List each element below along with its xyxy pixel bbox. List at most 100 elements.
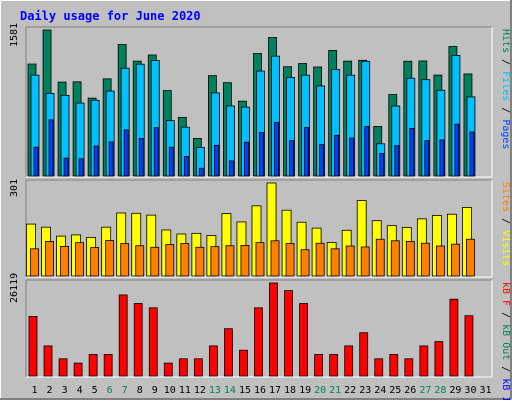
day-label: 27 (419, 385, 431, 396)
day-label: 3 (62, 385, 68, 396)
kbf-bar (193, 358, 203, 377)
day-labels: 1 2 3 4 5 6 7 8 9 10 11 12 13 14 15 16 17 18 19 20 21 22 23 24 2… (32, 385, 492, 396)
pages-bar (259, 132, 264, 177)
hits-panel-legend: Hits / Files / Pages (500, 29, 511, 149)
pages-bar (123, 129, 129, 177)
sites-bar (180, 243, 190, 277)
day-label: 9 (152, 385, 158, 396)
pages-bar (289, 140, 294, 177)
pages-bar (108, 141, 114, 177)
pages-bar (33, 146, 39, 177)
day-label: 2 (47, 385, 53, 396)
sites-bar (405, 240, 415, 277)
sites-bar (45, 240, 54, 277)
day-label: 10 (164, 385, 176, 396)
day-label: 24 (374, 385, 386, 396)
sites-bar (390, 240, 400, 277)
sites-bar (420, 242, 430, 277)
day-label: 23 (359, 385, 371, 396)
kbf-bar (359, 332, 369, 377)
kbf-bar (103, 354, 113, 377)
kbf-bar (88, 354, 98, 377)
visits-panel-legend-visits: Visits (500, 230, 511, 266)
day-label: 31 (479, 385, 491, 396)
sites-bar (165, 244, 175, 277)
pages-bar (63, 157, 69, 177)
day-label: 12 (194, 385, 206, 396)
pages-bar (213, 144, 219, 177)
pages-bar (168, 146, 174, 177)
kbf-bar (178, 358, 188, 377)
kbf-bar (464, 315, 474, 377)
kbytes-panel-legend-kbout: kB Out (500, 324, 511, 360)
day-label: 8 (137, 385, 143, 396)
day-label: 18 (284, 385, 296, 396)
sites-bar (210, 246, 220, 277)
pages-bar (153, 127, 159, 177)
kbf-bar (284, 290, 293, 377)
pages-bar (244, 141, 249, 177)
pages-bar (454, 123, 460, 177)
hits-panel-legend-pages: Pages (500, 119, 511, 149)
chart-title: Daily usage for June 2020 (20, 9, 201, 23)
sites-bar (30, 248, 39, 277)
sites-bar (315, 242, 325, 277)
pages-bar (364, 126, 370, 177)
sites-bar (360, 246, 370, 277)
kbf-bar (314, 354, 324, 377)
kbf-bar (118, 294, 128, 377)
day-label: 4 (77, 385, 83, 396)
day-label: 30 (464, 385, 476, 396)
kbf-bar (73, 362, 83, 377)
hits-panel-max-label: 1581 (9, 23, 20, 47)
day-label: 13 (209, 385, 221, 396)
day-label: 15 (239, 385, 251, 396)
kbytes-panel-legend: kB F / kB Out / kB In (500, 282, 511, 400)
sites-bar (285, 243, 295, 277)
hits-panel-legend-hits: Hits (500, 29, 511, 53)
pages-bar (198, 167, 204, 177)
pages-bar (394, 145, 400, 177)
hits-panel-legend-separator: / (500, 53, 511, 71)
day-label: 26 (404, 385, 416, 396)
sites-bar (135, 245, 145, 277)
pages-bar (319, 144, 325, 177)
sites-bar (466, 238, 475, 277)
kbf-bar (224, 328, 233, 377)
pages-bar (183, 155, 189, 177)
pages-bar (439, 139, 445, 177)
day-label: 5 (92, 385, 98, 396)
kbf-bar (28, 316, 38, 377)
day-label: 25 (389, 385, 401, 396)
day-label: 7 (122, 385, 128, 396)
day-label: 16 (254, 385, 266, 396)
day-label: 1 (32, 385, 38, 396)
kbf-bar (163, 362, 173, 377)
kbytes-panel-max-label: 26119 (9, 273, 20, 303)
kbf-bar (449, 298, 459, 377)
kbf-bar (434, 341, 444, 377)
kbf-bar (419, 345, 429, 377)
sites-bar (195, 246, 205, 277)
day-label: 22 (344, 385, 356, 396)
pages-bar (349, 137, 355, 177)
kbf-bar (58, 358, 68, 377)
visits-panel-legend: Sites / Visits (500, 182, 511, 266)
sites-bar (75, 242, 84, 277)
pages-bar (48, 119, 54, 177)
kbytes-panel-legend-kbf: kB F (500, 282, 511, 306)
visits-panel-max-label: 301 (9, 179, 20, 197)
kbf-bar (148, 307, 158, 377)
kbf-bar (344, 345, 354, 377)
pages-bar (334, 134, 340, 177)
sites-bar (300, 249, 310, 277)
pages-bar (274, 122, 279, 177)
day-label: 28 (434, 385, 446, 396)
pages-bar (379, 153, 385, 177)
day-label: 29 (449, 385, 461, 396)
kbf-bar (133, 303, 143, 377)
pages-bar (78, 158, 84, 177)
